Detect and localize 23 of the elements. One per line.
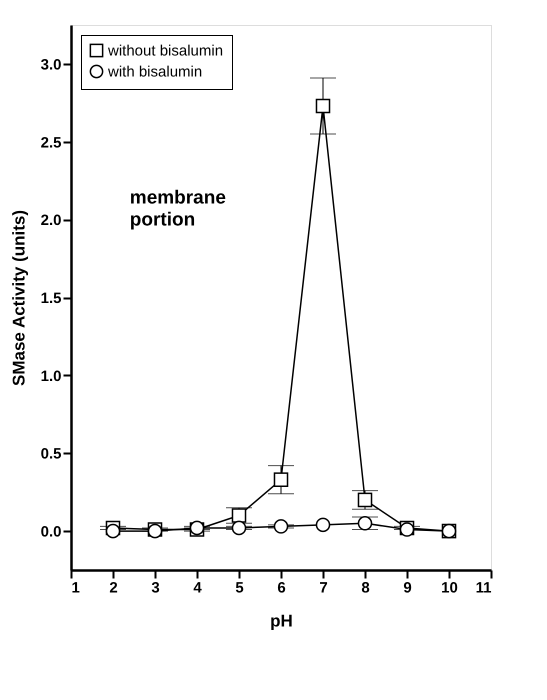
legend-label: with bisalumin — [107, 64, 202, 80]
y-tick-label: 1.0 — [40, 368, 62, 385]
x-tick-label: 1 — [72, 580, 80, 596]
x-tick-label: 7 — [319, 580, 328, 596]
y-tick-label: 2.5 — [40, 134, 62, 152]
y-tick-label: 2.0 — [40, 212, 62, 230]
x-tick-label: 5 — [235, 580, 244, 596]
y-axis-title: SMase Activity (units) — [10, 210, 29, 386]
annotation: membrane portion — [130, 188, 226, 230]
x-tick-label: 2 — [109, 580, 118, 596]
x-tick-label: 6 — [277, 580, 286, 596]
legend-label: without bisalumin — [107, 42, 224, 60]
y-tick-label: 3.0 — [40, 56, 62, 74]
y-tick-label: 0.0 — [40, 524, 62, 541]
x-tick-label: 9 — [403, 580, 412, 596]
x-tick-label: 4 — [193, 580, 202, 596]
x-tick-label: 10 — [441, 580, 458, 596]
x-tick-label: 11 — [476, 580, 492, 596]
x-axis-title: pH — [270, 612, 293, 630]
y-tick-label: 1.5 — [40, 290, 62, 307]
x-tick-label: 3 — [151, 580, 160, 596]
x-tick-label: 8 — [361, 580, 370, 596]
y-tick-label: 0.5 — [40, 446, 62, 463]
